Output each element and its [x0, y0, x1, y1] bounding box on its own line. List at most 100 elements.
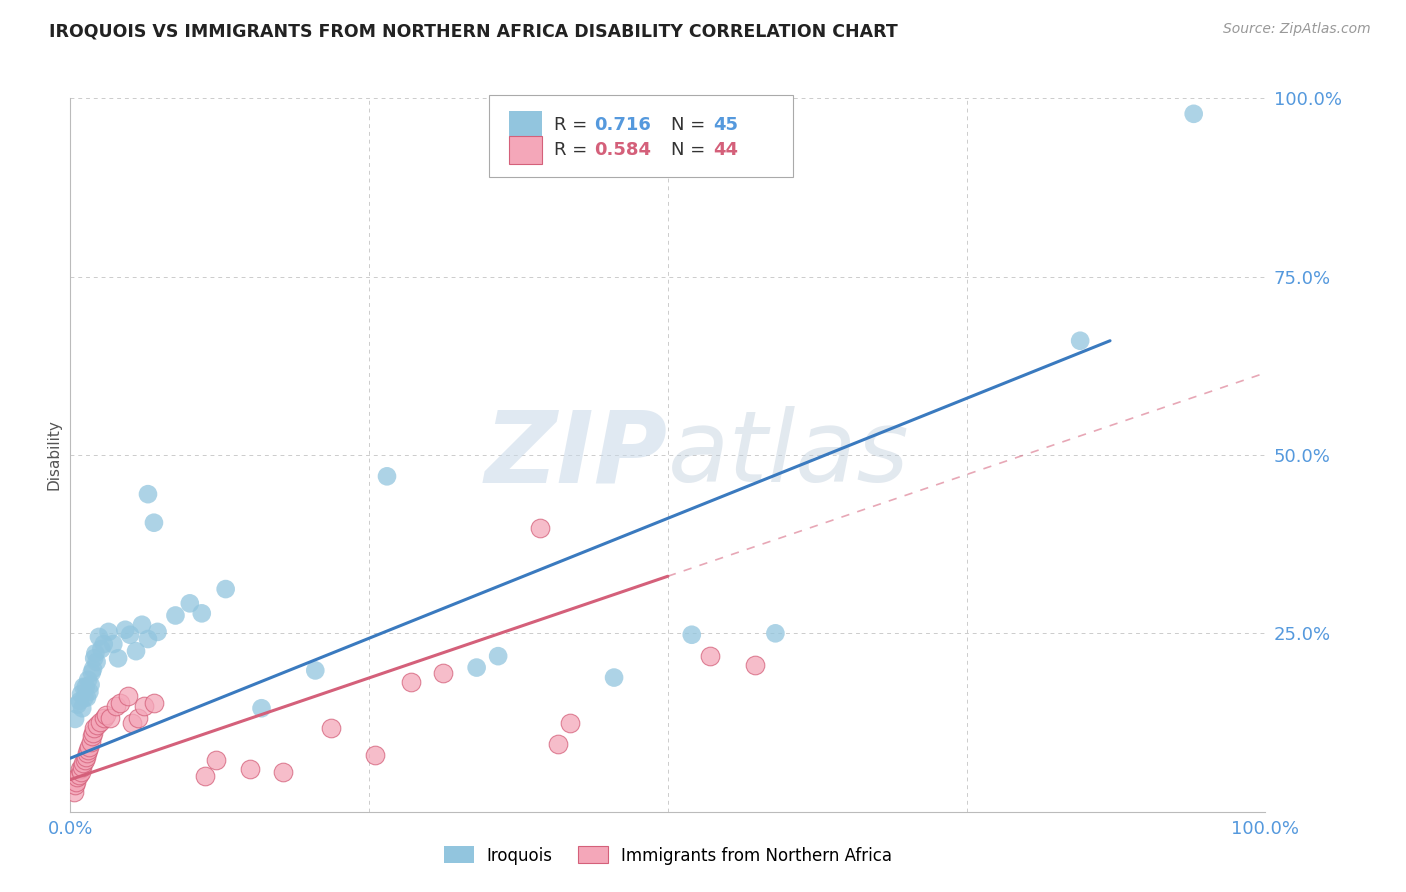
Point: [63, 785, 86, 799]
Point: [239, 762, 262, 776]
Point: [77, 743, 100, 757]
Text: Source: ZipAtlas.com: Source: ZipAtlas.com: [1223, 22, 1371, 37]
Point: [104, 699, 127, 714]
Point: [82, 726, 104, 740]
Point: [117, 689, 139, 703]
Point: [82, 662, 104, 676]
Point: [79, 735, 101, 749]
Point: [79, 740, 101, 755]
Point: [191, 607, 214, 621]
Point: [214, 582, 236, 596]
Point: [87, 630, 110, 644]
Point: [89, 714, 111, 729]
Point: [136, 632, 159, 646]
Point: [69, 694, 91, 708]
Point: [69, 762, 91, 776]
Point: [110, 696, 132, 710]
Point: [73, 690, 96, 705]
Text: R =: R =: [554, 141, 593, 159]
Point: [165, 608, 187, 623]
Point: [98, 710, 121, 724]
Point: [1069, 334, 1091, 348]
Point: [75, 750, 97, 764]
Point: [131, 617, 153, 632]
Text: 0.584: 0.584: [593, 141, 651, 159]
Point: [73, 753, 96, 767]
Point: [66, 771, 89, 785]
Point: [143, 696, 166, 710]
Point: [194, 769, 217, 783]
Point: [250, 701, 273, 715]
Point: [80, 729, 103, 743]
Point: [125, 644, 148, 658]
Point: [80, 665, 103, 680]
Point: [603, 671, 626, 685]
Point: [558, 715, 581, 730]
Text: N =: N =: [672, 141, 711, 159]
Text: ZIP: ZIP: [485, 407, 668, 503]
Point: [70, 765, 93, 780]
Text: 0.716: 0.716: [593, 116, 651, 134]
Point: [70, 687, 93, 701]
Point: [63, 778, 86, 792]
Point: [486, 649, 509, 664]
Bar: [509, 136, 543, 164]
Point: [72, 680, 94, 694]
Point: [63, 712, 86, 726]
Point: [765, 626, 787, 640]
Point: [65, 774, 87, 789]
Point: [699, 649, 721, 664]
Point: [121, 715, 143, 730]
Y-axis label: Disability: Disability: [46, 419, 62, 491]
Point: [70, 701, 93, 715]
Point: [114, 623, 136, 637]
Point: [77, 673, 100, 687]
Point: [93, 710, 115, 724]
Text: 45: 45: [713, 116, 738, 134]
Point: [529, 521, 551, 535]
Point: [84, 646, 107, 660]
Point: [103, 637, 125, 651]
Point: [375, 469, 398, 483]
Text: N =: N =: [672, 116, 711, 134]
Point: [432, 665, 454, 680]
FancyBboxPatch shape: [489, 95, 793, 177]
Point: [72, 756, 94, 771]
Point: [76, 690, 98, 705]
Point: [76, 746, 98, 760]
Point: [547, 737, 569, 751]
Point: [86, 717, 108, 731]
Text: IROQUOIS VS IMMIGRANTS FROM NORTHERN AFRICA DISABILITY CORRELATION CHART: IROQUOIS VS IMMIGRANTS FROM NORTHERN AFR…: [49, 22, 898, 40]
Point: [179, 596, 201, 610]
Text: R =: R =: [554, 116, 593, 134]
Point: [96, 707, 117, 722]
Point: [146, 624, 169, 639]
Point: [399, 674, 422, 689]
Point: [304, 664, 326, 678]
Bar: [509, 111, 543, 139]
Point: [86, 655, 108, 669]
Point: [364, 747, 387, 762]
Point: [143, 516, 166, 530]
Point: [744, 658, 766, 673]
Point: [93, 637, 115, 651]
Point: [75, 680, 97, 694]
Point: [136, 487, 159, 501]
Point: [681, 628, 703, 642]
Point: [79, 685, 101, 699]
Point: [83, 721, 105, 735]
Point: [134, 699, 156, 714]
Text: atlas: atlas: [668, 407, 910, 503]
Point: [107, 651, 129, 665]
Point: [1182, 107, 1205, 121]
Point: [70, 760, 93, 774]
Point: [90, 642, 112, 657]
Point: [127, 710, 149, 724]
Point: [79, 678, 101, 692]
Point: [465, 660, 488, 674]
Point: [205, 753, 228, 767]
Point: [319, 721, 342, 735]
Point: [66, 698, 89, 712]
Point: [97, 624, 120, 639]
Text: 44: 44: [713, 141, 738, 159]
